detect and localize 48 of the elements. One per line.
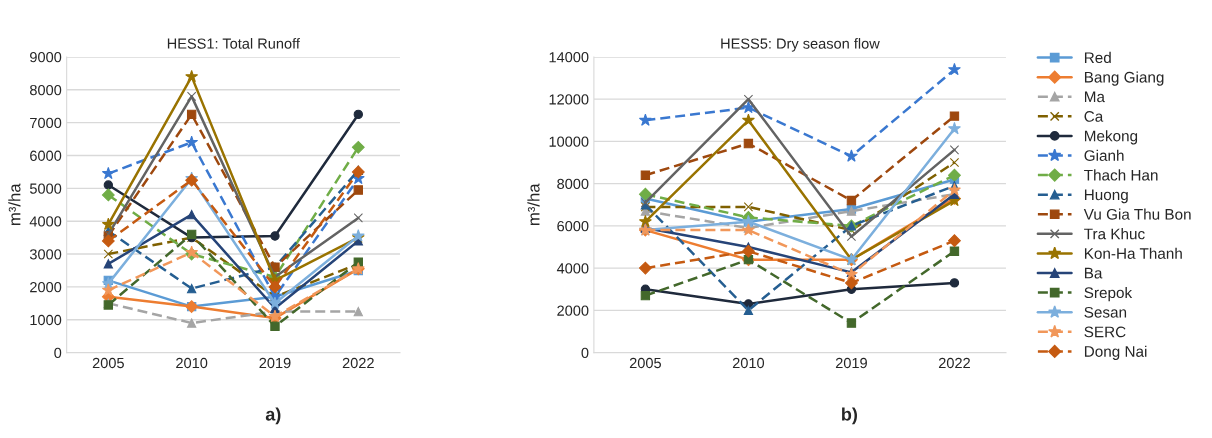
y-tick-label: 8000 [557,178,589,190]
legend-label: Huong [1084,189,1128,204]
y-tick-label: 4000 [556,263,589,274]
legend-label: Sesan [1084,306,1127,318]
legend-label: Srepok [1084,286,1133,302]
y-tick-label: 6000 [557,220,589,232]
y-tick-label: 14000 [549,52,589,63]
y-tick-label: 5000 [29,183,62,194]
y-tick-label: 6000 [30,150,62,161]
y-axis-title: m³/ha [527,183,540,225]
legend-label: Dong Nai [1084,345,1147,360]
y-tick-label: 3000 [29,249,62,260]
legend-label: Ba [1084,267,1103,279]
legend-label: SERC [1084,326,1126,338]
y-axis-title: m³/ha [8,183,21,225]
chart-title: HESS5: Dry season flow [721,38,880,52]
x-tick-label: 2010 [732,357,765,369]
legend-label: Red [1084,51,1111,64]
x-tick-label: 2005 [92,357,124,369]
y-tick-label: 0 [581,347,589,359]
legend-label: Thach Han [1084,169,1158,181]
legend-label: Ca [1084,110,1104,122]
legend-label: Ma [1084,91,1105,103]
y-tick-label: 10000 [549,136,589,147]
legend-label: Gianh [1084,149,1124,161]
y-tick-label: 2000 [557,305,589,316]
y-tick-label: 12000 [549,94,589,105]
legend-label: Mekong [1084,130,1138,145]
x-tick-label: 2019 [259,357,291,369]
y-tick-label: 8000 [29,84,62,96]
legend-label: Vu Gia Thu Bon [1083,208,1191,220]
y-tick-label: 9000 [30,52,62,63]
text: b) [842,407,857,425]
x-tick-label: 2005 [629,357,661,369]
y-tick-label: 0 [54,347,62,359]
y-tick-label: 2000 [30,281,62,293]
x-tick-label: 2010 [176,357,208,369]
x-tick-label: 2022 [938,357,970,369]
x-tick-label: 2019 [835,357,867,369]
legend-label: Tra Khuc [1084,228,1145,240]
y-tick-label: 4000 [29,216,62,227]
text: a) [265,407,281,425]
legend-label: Kon-Ha Thanh [1084,247,1182,259]
y-tick-label: 7000 [30,117,62,129]
y-tick-label: 1000 [30,314,62,326]
chart-title: HESS1: Total Runoff [167,38,300,49]
legend-label: Bang Giang [1084,71,1164,86]
x-tick-label: 2022 [342,357,374,369]
